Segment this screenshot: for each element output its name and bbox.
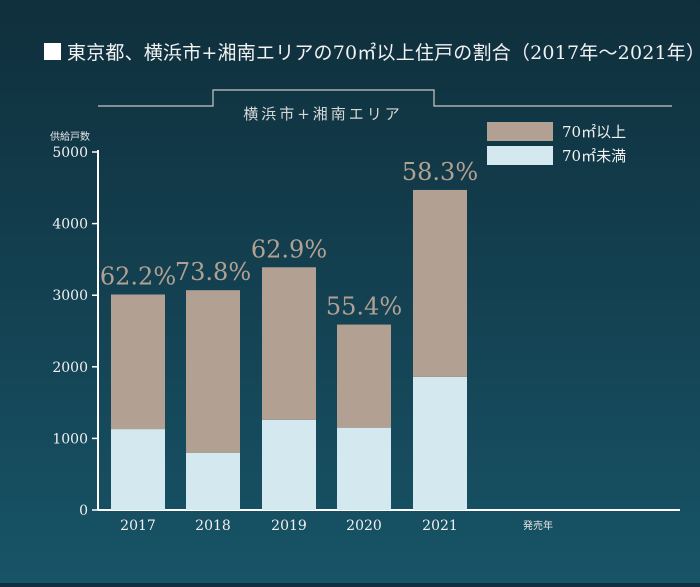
bar-segment-under70 [337,427,391,510]
area-label: 横浜市+湘南エリア [243,105,403,123]
x-axis-label: 発売年 [523,519,553,532]
legend-swatch [487,122,553,141]
chart-title: 東京都、横浜市+湘南エリアの70㎡以上住戸の割合（2017年〜2021年） [44,38,700,65]
y-tick-label: 0 [79,503,88,519]
y-tick-label: 4000 [52,217,88,233]
bar-segment-under70 [186,452,240,510]
title-square-icon [44,43,61,60]
percent-label: 58.3% [402,158,478,186]
legend-label: 70㎡未満 [562,147,626,165]
x-tick-label: 2019 [271,518,307,534]
bar-segment-over70 [413,189,467,377]
bar-segment-over70 [262,267,316,420]
y-axis-label: 供給戸数 [50,130,90,143]
area-bracket [98,89,672,107]
legend-swatch [487,146,553,165]
x-tick-label: 2018 [195,518,231,534]
percent-label: 73.8% [175,258,251,286]
percent-label: 62.9% [251,235,327,263]
y-tick-label: 2000 [52,360,88,376]
bar-segment-over70 [111,294,165,430]
legend-label: 70㎡以上 [562,123,626,141]
chart-title-text: 東京都、横浜市+湘南エリアの70㎡以上住戸の割合（2017年〜2021年） [67,42,700,64]
bar-segment-under70 [111,429,165,510]
bar-segment-over70 [337,324,391,428]
bar-segment-under70 [413,376,467,510]
y-tick-label: 3000 [52,288,88,304]
y-tick-label: 5000 [52,145,88,161]
y-tick-label: 1000 [52,431,88,447]
percent-label: 62.2% [100,262,176,290]
x-tick-label: 2021 [422,518,458,534]
bar-segment-over70 [186,290,240,453]
percent-label: 55.4% [326,293,402,321]
x-tick-label: 2020 [346,518,382,534]
x-tick-label: 2017 [120,518,156,534]
bar-segment-under70 [262,419,316,510]
